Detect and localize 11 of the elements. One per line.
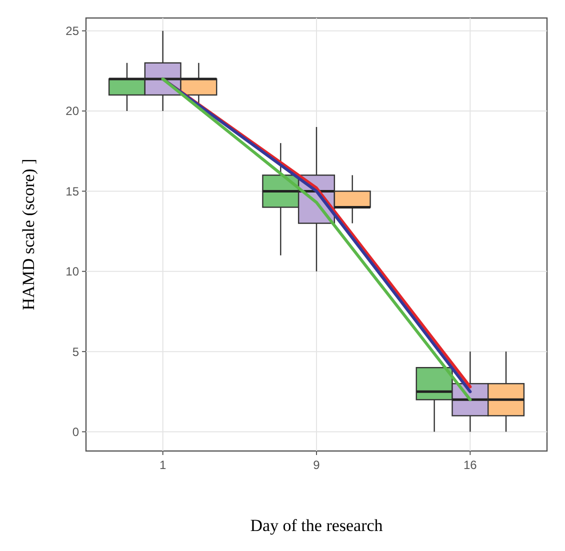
- y-tick-label: 20: [66, 104, 80, 118]
- y-tick-label: 5: [72, 344, 80, 359]
- y-tick-label: 15: [66, 184, 80, 198]
- x-tick-label: 16: [463, 458, 478, 472]
- x-axis-title: Day of the research: [250, 516, 384, 535]
- y-axis-title: HAMD scale (score) ]: [19, 158, 38, 310]
- y-tick-label: 0: [72, 424, 80, 439]
- x-tick-label: 1: [159, 458, 166, 472]
- x-tick-label: 9: [313, 458, 320, 472]
- y-tick-label: 25: [66, 24, 80, 38]
- y-tick-label: 10: [66, 264, 80, 279]
